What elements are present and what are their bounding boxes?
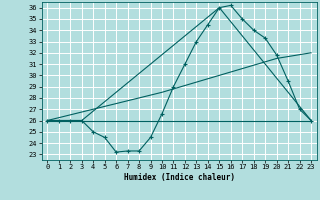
X-axis label: Humidex (Indice chaleur): Humidex (Indice chaleur): [124, 173, 235, 182]
